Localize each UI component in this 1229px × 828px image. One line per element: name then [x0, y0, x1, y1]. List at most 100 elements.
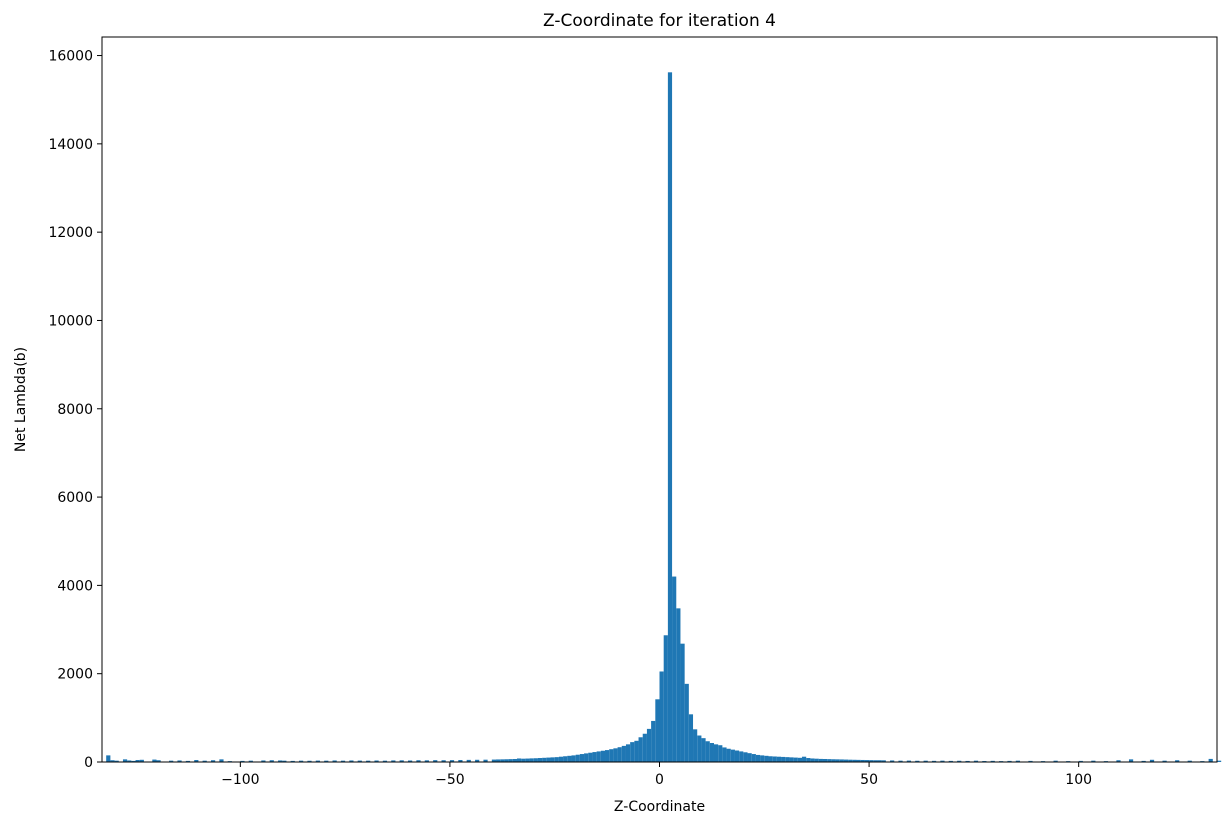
histogram-bar: [382, 760, 388, 762]
histogram-bar: [835, 759, 840, 762]
histogram-bar: [546, 757, 551, 762]
histogram-bar: [407, 760, 413, 762]
chart-title: Z-Coordinate for iteration 4: [543, 11, 776, 31]
histogram-bar: [705, 741, 710, 762]
histogram-bar: [571, 755, 576, 762]
histogram-bar: [676, 608, 681, 762]
histogram-bar: [1128, 759, 1134, 762]
histogram-bar: [512, 758, 517, 762]
histogram-bar: [340, 760, 346, 762]
histogram-bar: [625, 744, 631, 762]
histogram-bar: [747, 753, 752, 762]
y-tick-label: 16000: [48, 49, 93, 65]
histogram-bar: [827, 759, 832, 762]
x-tick-label: 0: [655, 772, 664, 788]
x-tick-label: 50: [860, 772, 878, 788]
histogram-bar: [1187, 760, 1192, 762]
histogram-bar: [135, 760, 140, 762]
histogram-bar: [596, 751, 601, 762]
histogram-bar: [554, 757, 559, 762]
histogram-bar: [537, 758, 543, 762]
histogram-bar: [822, 758, 828, 762]
histogram-bar: [797, 757, 803, 762]
histogram-bar: [940, 760, 945, 762]
histogram-bar: [496, 759, 501, 762]
y-axis-label: Net Lambda(b): [13, 347, 29, 452]
histogram-bar: [663, 635, 668, 762]
histogram-bar: [210, 760, 216, 762]
histogram-bar: [860, 759, 865, 762]
histogram-bar: [743, 752, 748, 762]
histogram-bar: [760, 755, 765, 762]
histogram-bar: [839, 759, 844, 762]
histogram-bar: [1028, 760, 1033, 762]
histogram-bar: [764, 755, 769, 762]
histogram-bar: [881, 760, 886, 762]
histogram-bar: [324, 760, 329, 762]
histogram-bar: [558, 756, 564, 762]
histogram-bar: [818, 758, 823, 762]
histogram-bar: [789, 757, 794, 762]
y-tick-label: 6000: [57, 490, 93, 506]
histogram-bar: [810, 758, 815, 762]
histogram-bar: [651, 720, 656, 762]
histogram-bar: [194, 760, 199, 762]
histogram-bar: [550, 757, 555, 762]
histogram-bar: [638, 737, 643, 762]
histogram-bar: [332, 760, 337, 762]
histogram-bar: [269, 760, 274, 762]
histogram-bar: [693, 729, 698, 762]
y-tick-label: 10000: [48, 313, 93, 329]
histogram-bar: [366, 760, 371, 762]
histogram-bar: [1208, 758, 1213, 762]
histogram-bar: [869, 760, 874, 762]
histogram-bar: [793, 757, 798, 762]
histogram-bar: [672, 576, 677, 762]
histogram-bar: [563, 756, 568, 762]
histogram-bar: [1116, 760, 1121, 762]
histogram-bar: [152, 759, 157, 762]
histogram-bar: [240, 760, 245, 762]
histogram-bar: [843, 759, 849, 762]
histogram-bar: [525, 758, 530, 762]
histogram-bar: [579, 754, 585, 762]
histogram-bar: [307, 760, 312, 762]
histogram-bar: [931, 760, 937, 762]
histogram-bar: [500, 759, 505, 762]
histogram-bar: [177, 760, 182, 762]
histogram-bar: [483, 759, 488, 762]
histogram-bar: [751, 754, 756, 762]
histogram-bar: [521, 758, 526, 762]
y-tick-label: 0: [84, 755, 93, 771]
histogram-bar: [248, 760, 253, 762]
histogram-bar: [349, 760, 354, 762]
histogram-bar: [776, 756, 782, 762]
histogram-bar: [169, 760, 174, 762]
histogram-bar: [646, 728, 652, 762]
histogram-bar: [617, 747, 622, 762]
x-tick-label: −100: [221, 772, 259, 788]
histogram-bar: [1078, 760, 1083, 762]
histogram-bar: [106, 755, 111, 762]
histogram-bar: [948, 760, 953, 762]
histogram-bar: [299, 760, 304, 762]
histogram-bar: [613, 748, 618, 762]
histogram-bar: [781, 756, 786, 762]
histogram-bar: [684, 683, 689, 762]
histogram-bar: [278, 760, 283, 762]
histogram-bar: [667, 72, 673, 763]
x-axis-label: Z-Coordinate: [614, 799, 705, 815]
histogram-bar: [802, 756, 807, 762]
histogram-bar: [139, 759, 144, 762]
histogram-bar: [491, 759, 497, 762]
histogram-bar: [772, 756, 777, 762]
histogram-bar: [261, 760, 266, 762]
histogram-bar: [659, 671, 664, 762]
histogram-bar: [1175, 760, 1180, 762]
histogram-bar: [475, 759, 480, 762]
y-tick-label: 2000: [57, 667, 93, 683]
histogram-bar: [852, 759, 857, 762]
histogram-bar: [877, 760, 882, 762]
histogram-bar: [466, 759, 471, 762]
